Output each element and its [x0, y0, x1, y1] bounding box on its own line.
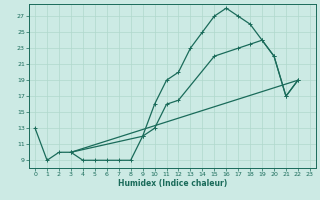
- X-axis label: Humidex (Indice chaleur): Humidex (Indice chaleur): [118, 179, 227, 188]
